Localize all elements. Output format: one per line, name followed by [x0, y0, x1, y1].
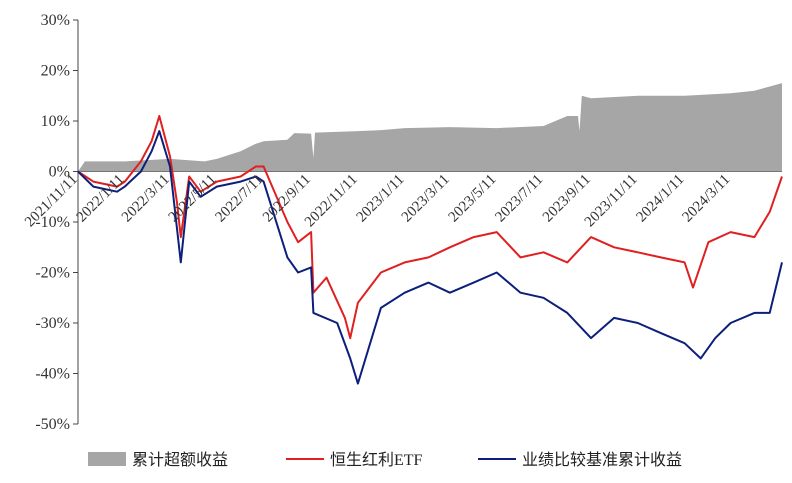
y-axis: 30% 20% 10% 0% -10% -20% -30% -40% -50%: [35, 12, 782, 433]
x-tick-label: 2024/1/11: [633, 172, 687, 226]
legend: 累计超额收益 恒生红利ETF 业绩比较基准累计收益: [88, 451, 682, 469]
y-tick-label: 30%: [41, 12, 70, 29]
x-axis-labels: 2021/11/112022/1/112022/3/112022/5/11202…: [22, 171, 733, 230]
legend-hs-dividend-etf: 恒生红利ETF: [286, 451, 423, 469]
legend-excess-return: 累计超额收益: [88, 451, 228, 469]
x-tick-label: 2023/3/11: [399, 171, 453, 225]
y-tick-label: -10%: [35, 214, 70, 231]
y-tick-label: 0%: [49, 164, 70, 181]
x-tick-label: 2023/5/11: [446, 172, 500, 226]
hs-dividend-etf-line: [77, 115, 783, 340]
x-tick-label: 2023/1/11: [354, 172, 408, 226]
series-lines-layer: [77, 115, 783, 385]
legend-label: 累计超额收益: [132, 451, 228, 469]
y-tick-label: 20%: [41, 63, 70, 80]
y-tick-label: -50%: [35, 416, 70, 433]
benchmark-return-line: [77, 130, 783, 385]
legend-label: 恒生红利ETF: [330, 451, 423, 469]
y-tick-label: -20%: [35, 265, 70, 282]
excess-return-area-layer: [78, 83, 782, 172]
x-tick-label: 2022/1/11: [74, 172, 128, 226]
legend-swatch: [88, 452, 126, 466]
y-tick-label: 10%: [41, 113, 70, 130]
excess-return-area: [78, 83, 782, 172]
x-tick-label: 2023/7/11: [492, 172, 546, 226]
x-tick-label: 2022/7/11: [212, 172, 266, 226]
legend-label: 业绩比较基准累计收益: [522, 451, 682, 469]
y-tick-label: -30%: [35, 315, 70, 332]
legend-benchmark-return: 业绩比较基准累计收益: [478, 451, 682, 469]
y-tick-label: -40%: [35, 366, 70, 383]
x-tick-label: 2024/3/11: [680, 172, 734, 226]
